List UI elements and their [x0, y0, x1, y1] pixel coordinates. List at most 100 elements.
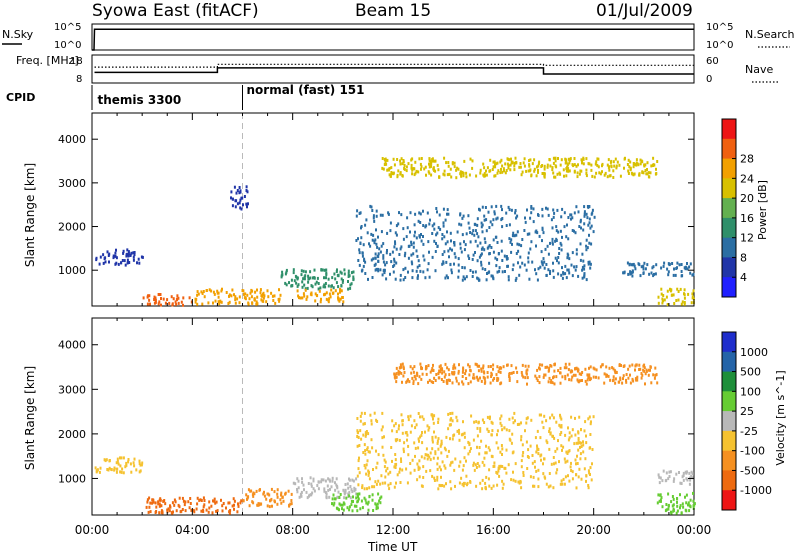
- data-cell: [458, 428, 460, 432]
- data-cell: [561, 448, 563, 452]
- data-cell: [149, 510, 152, 514]
- data-cell: [597, 165, 600, 169]
- data-cell: [545, 439, 548, 443]
- data-cell: [503, 169, 505, 173]
- data-cell: [104, 459, 107, 463]
- data-cell: [220, 498, 222, 502]
- data-cell: [462, 174, 465, 178]
- data-cell: [559, 381, 562, 385]
- data-cell: [234, 295, 237, 299]
- data-cell: [478, 464, 481, 468]
- data-cell: [483, 463, 486, 467]
- data-cell: [494, 174, 497, 178]
- data-cell: [366, 502, 369, 506]
- data-cell: [480, 367, 483, 371]
- data-cell: [443, 235, 446, 239]
- data-cell: [467, 440, 470, 444]
- data-cell: [466, 481, 469, 485]
- data-cell: [347, 492, 350, 496]
- data-cell: [488, 226, 491, 229]
- data-cell: [628, 364, 631, 368]
- data-cell: [297, 486, 300, 490]
- data-cell: [541, 214, 544, 218]
- data-cell: [691, 472, 694, 476]
- data-cell: [325, 276, 327, 280]
- data-cell: [509, 163, 512, 167]
- data-cell: [520, 438, 523, 442]
- data-cell: [445, 435, 448, 439]
- data-cell: [449, 263, 452, 267]
- data-cell: [545, 419, 548, 423]
- data-cell: [536, 278, 539, 282]
- data-cell: [309, 276, 312, 280]
- data-cell: [263, 490, 265, 494]
- data-cell: [98, 470, 101, 474]
- data-cell: [652, 265, 655, 269]
- data-cell: [544, 365, 547, 369]
- data-cell: [357, 495, 359, 499]
- data-cell: [560, 424, 563, 428]
- data-cell: [434, 450, 437, 454]
- data-cell: [629, 160, 632, 164]
- data-cell: [426, 457, 429, 461]
- data-cell: [113, 466, 116, 470]
- data-cell: [476, 434, 479, 438]
- data-cell: [154, 300, 157, 304]
- data-cell: [574, 458, 577, 462]
- data-cell: [519, 479, 522, 483]
- data-cell: [363, 257, 366, 261]
- data-cell: [333, 272, 336, 276]
- data-cell: [261, 299, 264, 303]
- colorbar-tick-label: 16: [740, 212, 754, 225]
- data-cell: [461, 170, 464, 174]
- data-cell: [676, 504, 679, 508]
- data-cell: [567, 426, 569, 430]
- data-cell: [627, 376, 630, 380]
- data-cell: [633, 162, 636, 166]
- data-cell: [667, 492, 670, 496]
- data-cell: [394, 373, 397, 377]
- data-cell: [496, 216, 499, 220]
- data-cell: [428, 250, 430, 254]
- data-cell: [445, 274, 448, 278]
- data-cell: [198, 498, 201, 502]
- data-cell: [524, 376, 527, 380]
- data-cell: [484, 240, 487, 244]
- colorbar-segment: [722, 411, 736, 432]
- data-cell: [491, 223, 494, 227]
- data-cell: [555, 471, 558, 475]
- data-cell: [447, 449, 450, 453]
- data-cell: [554, 156, 557, 160]
- data-cell: [515, 366, 518, 370]
- data-cell: [102, 261, 105, 265]
- data-cell: [580, 445, 583, 448]
- data-cell: [399, 162, 402, 166]
- data-cell: [302, 269, 305, 273]
- data-cell: [537, 485, 540, 489]
- data-cell: [276, 488, 279, 492]
- data-cell: [644, 267, 647, 271]
- data-cell: [669, 470, 672, 474]
- data-cell: [409, 430, 412, 434]
- data-cell: [501, 486, 504, 490]
- data-cell: [236, 297, 239, 301]
- data-cell: [196, 290, 199, 294]
- data-cell: [303, 294, 306, 298]
- data-cell: [346, 482, 349, 486]
- data-cell: [316, 276, 319, 280]
- data-cell: [516, 423, 519, 426]
- data-cell: [350, 488, 353, 492]
- data-cell: [320, 268, 323, 272]
- data-cell: [467, 221, 470, 225]
- data-cell: [518, 243, 521, 247]
- data-cell: [585, 212, 588, 216]
- data-cell: [457, 167, 460, 171]
- velocity-ylabel: Slant Range [km]: [23, 366, 37, 470]
- data-cell: [455, 168, 458, 172]
- data-cell: [296, 477, 299, 481]
- data-cell: [586, 216, 589, 220]
- data-cell: [640, 372, 643, 375]
- data-cell: [555, 375, 558, 379]
- data-cell: [368, 477, 371, 481]
- data-cell: [501, 447, 504, 451]
